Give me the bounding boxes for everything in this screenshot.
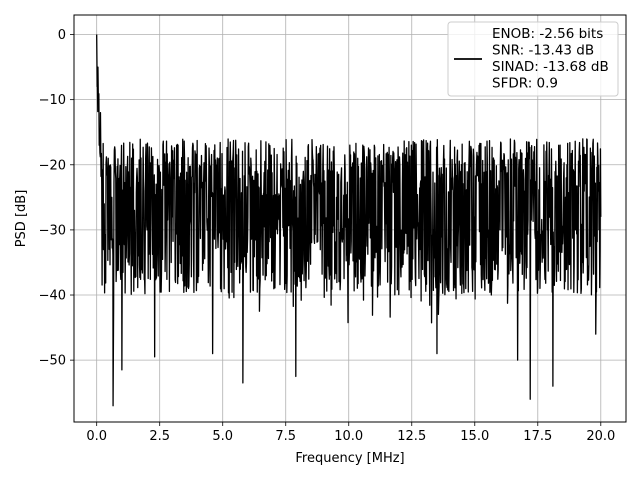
psd-series	[96, 34, 602, 407]
y-tick-label: −20	[39, 158, 66, 173]
x-tick-label: 17.5	[523, 429, 552, 444]
y-axis-ticks: 0 −10 −20 −30 −40 −50	[39, 28, 74, 369]
x-axis-ticks: 0.0 2.5 5.0 7.5 10.0 12.5 15.0 17.5 20.0	[86, 422, 615, 444]
x-tick-label: 7.5	[275, 429, 296, 444]
x-tick-label: 12.5	[397, 429, 426, 444]
y-tick-label: −10	[39, 93, 66, 108]
x-tick-label: 5.0	[212, 429, 233, 444]
legend-enob: ENOB: -2.56 bits	[492, 26, 603, 42]
x-tick-label: 15.0	[460, 429, 489, 444]
x-axis-label: Frequency [MHz]	[295, 451, 404, 466]
y-tick-label: −30	[39, 223, 66, 238]
legend: ENOB: -2.56 bits SNR: -13.43 dB SINAD: -…	[447, 21, 619, 97]
x-tick-label: 10.0	[334, 429, 363, 444]
legend-sfdr: SFDR: 0.9	[492, 76, 558, 92]
psd-trace-line	[96, 34, 602, 407]
legend-box	[447, 21, 619, 97]
x-tick-label: 2.5	[149, 429, 170, 444]
legend-sinad: SINAD: -13.68 dB	[492, 59, 609, 75]
y-tick-label: −50	[39, 354, 66, 369]
y-axis-label: PSD [dB]	[14, 190, 29, 248]
legend-snr: SNR: -13.43 dB	[492, 43, 594, 59]
y-tick-label: 0	[58, 28, 66, 43]
x-tick-label: 20.0	[586, 429, 615, 444]
y-tick-label: −40	[39, 289, 66, 304]
x-tick-label: 0.0	[86, 429, 107, 444]
plot-area-frame	[73, 14, 627, 423]
